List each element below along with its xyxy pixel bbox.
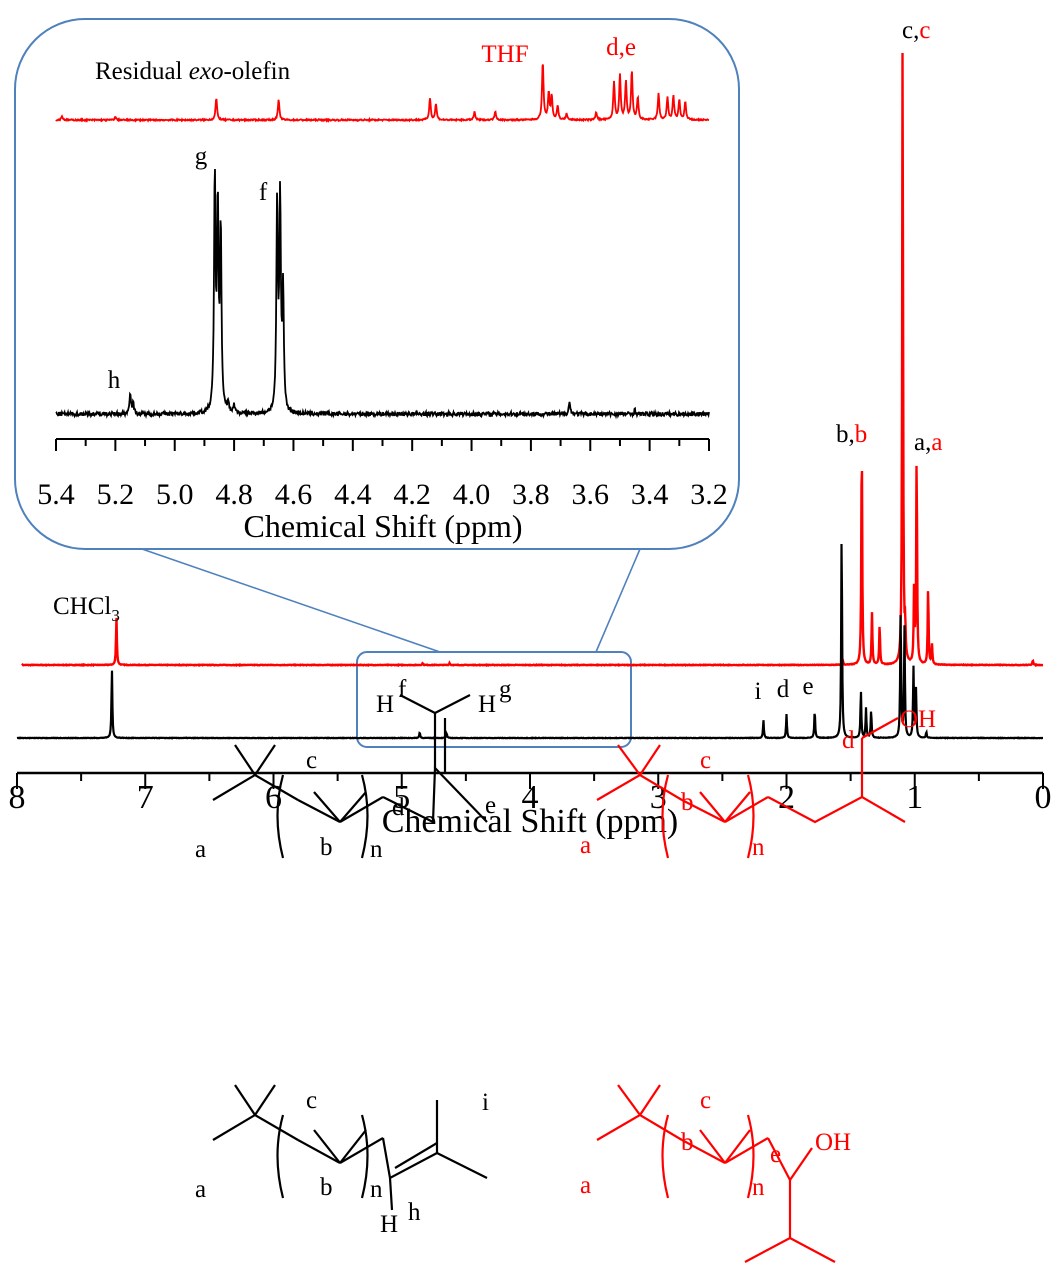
inset-axis-tick-label-2: 5.0	[156, 478, 194, 511]
peak-label-cc: c,c	[902, 17, 930, 44]
peak-label-aa: a,a	[914, 429, 942, 456]
structure-primary-alcohol-labels: a b c d n OH	[580, 706, 936, 861]
main-axis-tick-label-1: 7	[137, 779, 154, 816]
peak-label-e: e	[802, 673, 813, 700]
svg-text:g: g	[499, 676, 512, 703]
inset-panel	[14, 18, 740, 550]
main-spectrum-black	[16, 543, 1043, 740]
svg-text:n: n	[370, 836, 383, 863]
svg-text:H: H	[376, 691, 394, 718]
peak-label-d: d	[777, 676, 790, 703]
structure-secondary-alcohol	[596, 1084, 836, 1263]
inset-axis-tick-label-6: 4.2	[393, 478, 431, 511]
svg-text:c: c	[700, 1087, 711, 1114]
svg-text:h: h	[408, 1199, 421, 1226]
main-axis-tick-label-8: 0	[1035, 779, 1052, 816]
svg-text:H: H	[478, 691, 496, 718]
main-axis-tick-label-3: 5	[393, 779, 410, 816]
svg-text:c: c	[306, 747, 317, 774]
structure-endo-olefin-labels: a b c i n H h	[195, 1087, 489, 1238]
structure-exo-olefin-labels: a b c d e n H f H g	[195, 676, 512, 863]
svg-text:i: i	[482, 1089, 489, 1116]
main-axis-label: Chemical Shift (ppm)	[382, 803, 679, 840]
main-spectrum-red	[21, 52, 1043, 668]
peak-label-bb: b,b	[836, 421, 867, 448]
svg-text:c: c	[306, 1087, 317, 1114]
inset-spectrum-black	[55, 168, 710, 420]
inset-axis-tick-label-5: 4.4	[334, 478, 372, 511]
inset-axis-tick-label-7: 4.0	[453, 478, 491, 511]
inset-axis-tick-label-9: 3.6	[572, 478, 610, 511]
inset-axis-tick-label-8: 3.8	[512, 478, 550, 511]
svg-text:d: d	[392, 794, 405, 821]
thf-label: THF	[481, 41, 528, 68]
peak-label-g: g	[195, 143, 208, 170]
peak-label-h: h	[108, 367, 121, 394]
svg-text:a: a	[195, 1176, 206, 1203]
svg-text:b: b	[320, 1174, 333, 1201]
inset-axis-tick-label-10: 3.4	[631, 478, 669, 511]
inset-x-axis: 5.4 5.2 5.0 4.8 4.6 4.4 4.2 4.0 3.8 3.6 3.4 3.2	[37, 438, 728, 511]
zoom-region-box	[356, 651, 632, 748]
inset-axis-tick-label-3: 4.8	[215, 478, 253, 511]
svg-text:e: e	[485, 792, 496, 819]
residual-exo-olefin-label: Residual exo-olefin	[95, 58, 291, 85]
inset-axis-label: Chemical Shift (ppm)	[243, 508, 522, 544]
svg-text:b: b	[681, 1129, 694, 1156]
svg-text:e: e	[770, 1141, 781, 1168]
zoom-connector-left	[141, 548, 441, 653]
inset-axis-tick-label-4: 4.6	[275, 478, 313, 511]
structure-endo-olefin	[212, 1084, 488, 1211]
svg-text:OH: OH	[900, 706, 936, 733]
svg-text:f: f	[398, 676, 407, 703]
svg-text:b: b	[320, 834, 333, 861]
main-axis-tick-label-4: 4	[522, 779, 539, 816]
svg-text:H: H	[380, 1211, 398, 1238]
peak-label-i: i	[755, 678, 762, 705]
main-axis-tick-label-7: 1	[906, 779, 923, 816]
svg-text:n: n	[752, 1174, 765, 1201]
inset-axis-tick-label-11: 3.2	[690, 478, 728, 511]
chcl3-label: CHCl3	[53, 593, 120, 625]
inset-axis-tick-label-1: 5.2	[97, 478, 135, 511]
main-axis-tick-label-6: 2	[778, 779, 795, 816]
svg-text:a: a	[580, 832, 591, 859]
svg-text:a: a	[580, 1172, 591, 1199]
structure-secondary-alcohol-labels: a b c e n OH	[580, 1087, 851, 1201]
structure-exo-olefin	[212, 694, 488, 859]
svg-text:d: d	[842, 727, 855, 754]
svg-text:b: b	[681, 789, 694, 816]
structure-primary-alcohol	[596, 717, 906, 859]
inset-axis-tick-label-0: 5.4	[37, 478, 75, 511]
inset-spectrum-red	[55, 64, 710, 123]
svg-text:n: n	[370, 1176, 383, 1203]
zoom-connector-right	[595, 548, 641, 653]
svg-text:c: c	[700, 747, 711, 774]
main-axis-tick-label-0: 8	[9, 779, 26, 816]
svg-text:OH: OH	[815, 1129, 851, 1156]
peak-label-f: f	[259, 179, 268, 206]
svg-text:n: n	[752, 834, 765, 861]
svg-text:a: a	[195, 836, 206, 863]
label-de-red: d,e	[606, 34, 636, 61]
